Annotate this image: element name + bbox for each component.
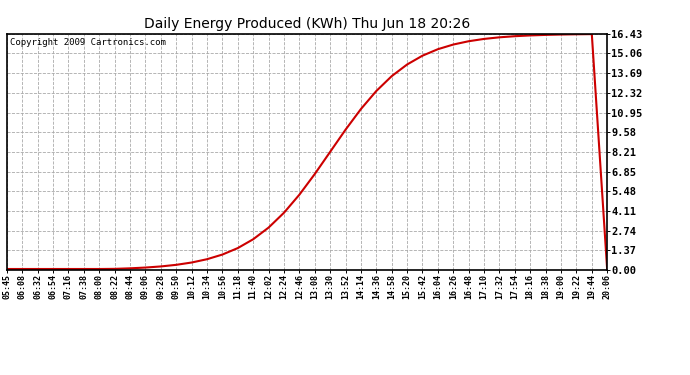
Title: Daily Energy Produced (KWh) Thu Jun 18 20:26: Daily Energy Produced (KWh) Thu Jun 18 2… [144, 17, 470, 31]
Text: Copyright 2009 Cartronics.com: Copyright 2009 Cartronics.com [10, 39, 166, 48]
